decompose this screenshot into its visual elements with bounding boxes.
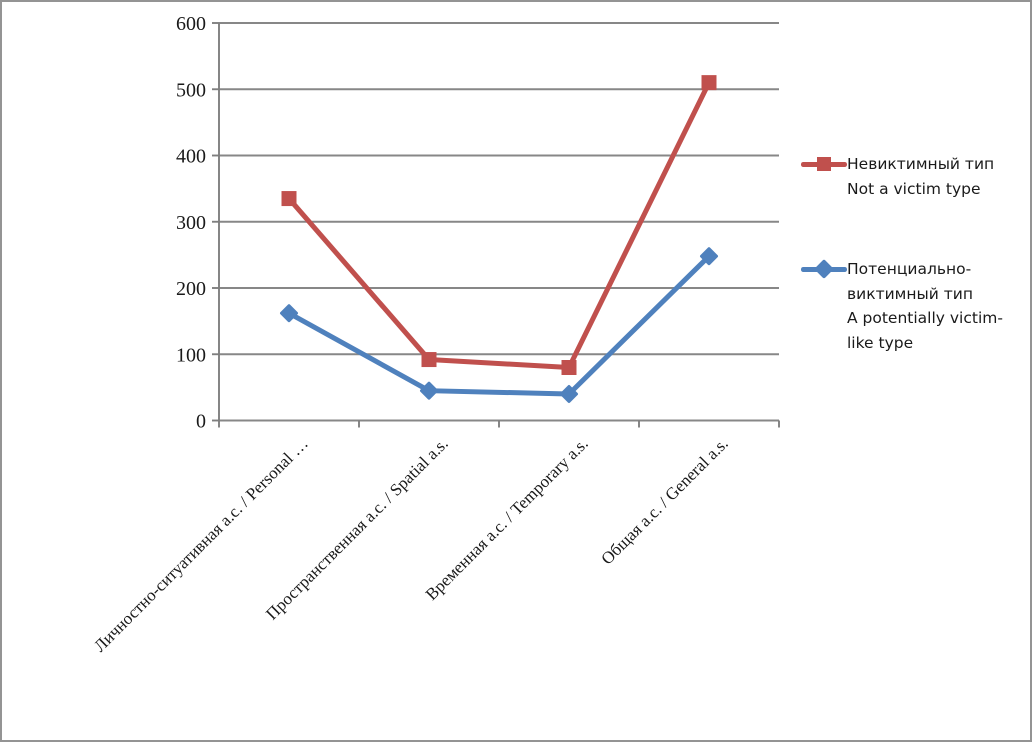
legend-diamond-marker-icon	[801, 257, 847, 282]
data-point-diamond	[420, 381, 438, 400]
legend-label-en-line1: A potentially victim-	[847, 309, 1003, 328]
legend-label-ru-line1: Потенциально-	[847, 260, 972, 278]
x-axis-label: Личностно-ситуативная а.с. / Personal …	[90, 434, 312, 656]
data-point-diamond	[280, 304, 298, 323]
legend-label-ru: Невиктимный тип	[847, 155, 995, 173]
data-point-square	[561, 360, 577, 375]
y-axis-label: 500	[176, 79, 206, 101]
legend-item-potentially-victim-type: Потенциально- виктимный тип A potentiall…	[801, 257, 1003, 356]
data-point-square	[421, 352, 437, 368]
y-axis-label: 400	[176, 146, 206, 168]
y-axis-label: 0	[196, 411, 206, 433]
data-point-square	[701, 75, 717, 91]
legend-text-potentially-victim-type: Потенциально- виктимный тип A potentiall…	[847, 257, 1003, 356]
y-axis-label: 600	[176, 13, 206, 35]
series-line-1	[286, 253, 712, 397]
y-axis-label: 200	[176, 278, 206, 300]
x-axis-label: Общая а.с. / General a.s.	[597, 434, 731, 568]
legend-square-red	[817, 157, 831, 172]
data-point-diamond	[560, 385, 578, 403]
legend-diamond-blue	[814, 259, 834, 280]
series-line-0	[286, 80, 712, 370]
legend-label-en: Not a victim type	[847, 179, 981, 198]
legend-text-not-a-victim-type: Невиктимный тип Not a victim type	[847, 152, 994, 201]
legend-item-not-a-victim-type: Невиктимный тип Not a victim type	[801, 152, 994, 201]
data-point-diamond	[700, 247, 718, 266]
x-axis-label: Временная а.с. / Temporary a.s.	[422, 434, 592, 604]
y-axis-label: 100	[176, 344, 206, 366]
y-axis-label: 300	[176, 212, 206, 234]
legend-square-marker-icon	[801, 152, 847, 177]
legend-label-ru-line2: виктимный тип	[847, 284, 973, 303]
data-point-square	[281, 191, 297, 207]
legend-label-en-line2: like type	[847, 334, 914, 353]
